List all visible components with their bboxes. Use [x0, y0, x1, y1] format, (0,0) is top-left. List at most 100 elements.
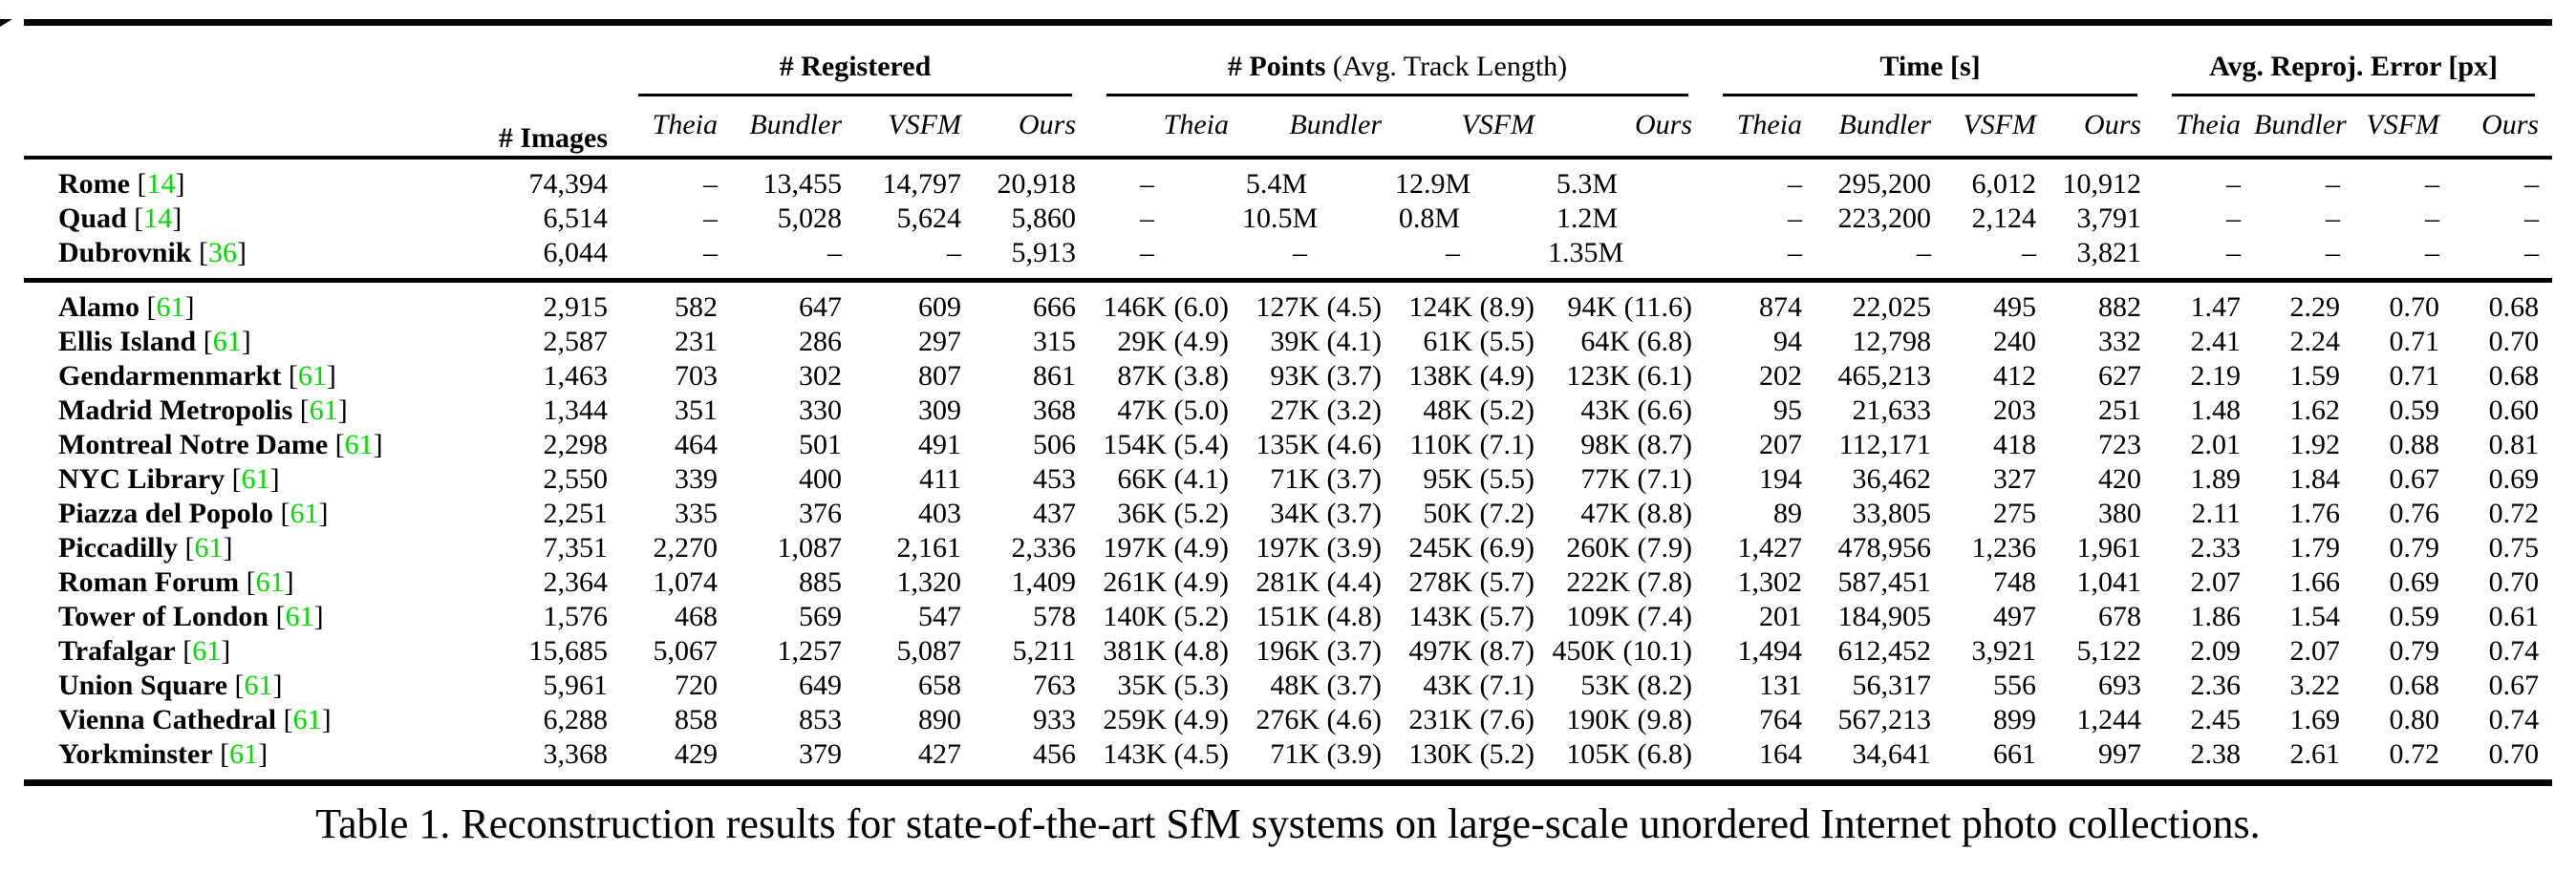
- group-header-points: # Points (Avg. Track Length): [1089, 23, 1706, 96]
- cell-registered-theia: 464: [675, 429, 718, 460]
- cell-error-bundler: 3.22: [2289, 670, 2341, 701]
- group-label: # Registered: [779, 51, 932, 82]
- column-header-points-ours: Ours: [1635, 109, 1693, 140]
- dataset-row: Vienna Cathedral [61] 6,288 858 853 890 933 25…: [24, 703, 2552, 737]
- cell-registered-bundler: 376: [799, 498, 842, 529]
- cell-points-ours: 260K (7.9): [1566, 532, 1693, 564]
- cell-images: 2,298: [543, 429, 609, 460]
- cell-points-vsfm: 143K (5.7): [1408, 601, 1535, 632]
- cell-points-bundler: 71K (3.7): [1270, 463, 1383, 495]
- cell-points-vsfm: 245K (6.9): [1408, 532, 1535, 564]
- cell-registered-theia: 335: [675, 498, 718, 529]
- cell-registered-theia: 339: [675, 463, 718, 495]
- cell-points-ours: 123K (6.1): [1566, 360, 1693, 392]
- cell-error-bundler: 1.84: [2289, 463, 2341, 495]
- citation-link[interactable]: 61: [244, 670, 273, 701]
- cell-error-theia: –: [2226, 168, 2242, 200]
- cell-time-ours: 5,122: [2076, 635, 2142, 667]
- citation-link[interactable]: 61: [194, 532, 224, 564]
- citation-link[interactable]: 14: [143, 202, 173, 234]
- citation-link[interactable]: 61: [255, 566, 285, 598]
- cell-error-bundler: 1.66: [2289, 566, 2341, 598]
- cell-points-bundler: –: [1293, 237, 1308, 268]
- citation-link[interactable]: 14: [146, 168, 176, 200]
- cell-points-theia: 87K (3.8): [1117, 360, 1230, 392]
- cell-points-vsfm: 110K (7.1): [1409, 429, 1535, 460]
- cell-error-vsfm: 0.69: [2389, 566, 2440, 598]
- citation-link[interactable]: 36: [208, 237, 238, 268]
- cell-error-ours: 0.70: [2488, 566, 2540, 598]
- column-header-registered-vsfm: VSFM: [888, 109, 961, 140]
- cell-error-ours: 0.75: [2488, 532, 2540, 564]
- cell-registered-theia: –: [703, 168, 718, 200]
- cell-registered-vsfm: 427: [918, 738, 961, 770]
- cell-error-ours: 0.81: [2488, 429, 2540, 460]
- cell-points-vsfm: 130K (5.2): [1408, 738, 1535, 770]
- cell-registered-theia: –: [703, 202, 718, 234]
- table-1: # Images # Registered # Points (Avg. Tra…: [24, 19, 2553, 786]
- cell-points-bundler: 48K (3.7): [1270, 670, 1383, 701]
- citation-link[interactable]: 61: [229, 738, 259, 770]
- cell-time-bundler: 465,213: [1837, 360, 1932, 392]
- cell-points-bundler: 196K (3.7): [1256, 635, 1383, 667]
- cell-points-ours: 1.2M: [1556, 202, 1619, 234]
- citation-link[interactable]: 61: [156, 291, 185, 323]
- cell-error-vsfm: 0.70: [2389, 291, 2440, 323]
- cell-points-vsfm: 497K (8.7): [1408, 635, 1535, 667]
- cell-registered-ours: 5,913: [1011, 237, 1077, 268]
- cell-registered-ours: 453: [1033, 463, 1077, 495]
- citation-link[interactable]: 61: [309, 394, 338, 426]
- dataset-name: Montreal Notre Dame: [58, 429, 329, 460]
- citation-link[interactable]: 61: [297, 360, 327, 392]
- cell-time-vsfm: 899: [1993, 704, 2037, 735]
- citation-link[interactable]: 61: [285, 601, 314, 632]
- cell-error-ours: –: [2524, 168, 2540, 200]
- cell-error-vsfm: 0.76: [2389, 498, 2440, 529]
- citation-link[interactable]: 61: [241, 463, 270, 495]
- cell-error-theia: 2.01: [2190, 429, 2242, 460]
- cell-registered-bundler: –: [827, 237, 842, 268]
- cell-error-vsfm: 0.79: [2389, 532, 2440, 564]
- dataset-row: Trafalgar [61] 15,685 5,067 1,257 5,087 5,211…: [24, 634, 2552, 669]
- cell-registered-theia: 231: [675, 326, 718, 357]
- results-table: # Images # Registered # Points (Avg. Tra…: [24, 19, 2553, 786]
- cell-registered-vsfm: 403: [918, 498, 961, 529]
- dataset-row: Union Square [61] 5,961 720 649 658 763 35K (5…: [24, 669, 2552, 703]
- cell-time-theia: 94: [1773, 326, 1803, 357]
- cell-error-bundler: 1.76: [2289, 498, 2341, 529]
- cell-points-theia: 261K (4.9): [1103, 566, 1230, 598]
- dataset-name: Trafalgar: [58, 635, 176, 667]
- citation-link[interactable]: 61: [290, 498, 319, 529]
- cell-points-bundler: 197K (3.9): [1256, 532, 1383, 564]
- cell-registered-ours: 666: [1033, 291, 1077, 323]
- cell-error-bundler: 2.29: [2289, 291, 2341, 323]
- cell-registered-bundler: 1,257: [777, 635, 843, 667]
- cell-registered-theia: 1,074: [653, 566, 719, 598]
- citation-link[interactable]: 61: [192, 635, 222, 667]
- column-header-time-theia: Theia: [1736, 109, 1803, 140]
- dataset-label: NYC Library [61]: [58, 463, 280, 495]
- citation-link[interactable]: 61: [292, 704, 322, 735]
- cell-time-theia: 194: [1759, 463, 1803, 495]
- benchmark-scenes-block: Alamo [61] 2,915 582 647 609 666 146K (6.0) 127…: [24, 281, 2552, 783]
- cell-time-bundler: 56,317: [1852, 670, 1932, 701]
- cell-time-vsfm: 2,124: [1971, 202, 2037, 234]
- cell-error-bundler: 1.69: [2289, 704, 2341, 735]
- cell-time-theia: –: [1788, 202, 1803, 234]
- dataset-row: Gendarmenmarkt [61] 1,463 703 302 807 861 87K …: [24, 359, 2552, 394]
- cell-images: 5,961: [543, 670, 609, 701]
- cell-time-vsfm: 1,236: [1971, 532, 2037, 564]
- cell-points-ours: 47K (8.8): [1580, 498, 1693, 529]
- cell-registered-vsfm: 5,087: [896, 635, 962, 667]
- citation-link[interactable]: 61: [344, 429, 374, 460]
- cell-registered-theia: 703: [675, 360, 718, 392]
- cell-time-ours: 251: [2098, 394, 2142, 426]
- cell-registered-ours: 456: [1033, 738, 1077, 770]
- cell-error-theia: 2.19: [2190, 360, 2242, 392]
- cell-time-ours: 1,244: [2076, 704, 2142, 735]
- dataset-label: Madrid Metropolis [61]: [58, 394, 348, 426]
- dataset-name: Yorkminster: [58, 738, 213, 770]
- dataset-label: Dubrovnik [36]: [58, 237, 247, 268]
- citation-link[interactable]: 61: [212, 326, 242, 357]
- cell-registered-bundler: 501: [799, 429, 842, 460]
